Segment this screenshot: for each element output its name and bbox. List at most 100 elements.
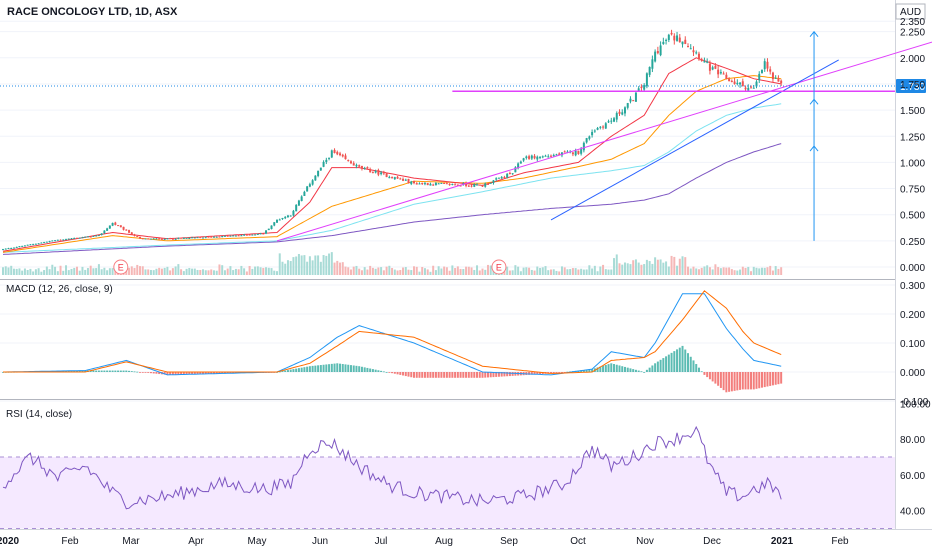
candle-body <box>149 238 152 240</box>
candle-body <box>59 239 62 241</box>
time-axis[interactable]: 2020 Feb Mar Apr May Jun Jul Aug Sep Oct Nov Dec 202… <box>0 536 849 547</box>
candle-body <box>637 88 640 92</box>
candle-body <box>560 152 563 156</box>
candle-body <box>23 245 26 247</box>
candle-body <box>739 82 742 85</box>
macd-histogram-bar <box>495 372 498 377</box>
currency-box[interactable]: AUD <box>895 3 926 20</box>
candle-body <box>281 217 284 220</box>
volume-bar <box>456 266 459 275</box>
candle-body <box>245 234 248 236</box>
candle-body <box>714 65 717 69</box>
volume-bar <box>207 270 210 275</box>
macd-histogram-bar <box>769 372 772 386</box>
candle-body <box>697 53 700 60</box>
macd-histogram-bar <box>744 372 747 390</box>
macd-histogram-bar <box>497 372 500 377</box>
candle-body <box>645 73 648 87</box>
volume-bar <box>196 269 199 275</box>
candle-body <box>717 69 720 75</box>
candle-body <box>330 150 333 158</box>
candle-body <box>528 156 531 159</box>
candle-body <box>256 233 259 235</box>
macd-histogram-bar <box>70 370 73 372</box>
macd-histogram-bar <box>421 372 424 378</box>
candle-body <box>681 41 684 45</box>
candle-body <box>207 236 210 238</box>
candle-body <box>451 184 454 186</box>
volume-bar <box>43 270 46 275</box>
candle-body <box>114 222 117 225</box>
candle-body <box>525 156 528 159</box>
candle-body <box>766 61 769 69</box>
volume-bar <box>144 269 147 275</box>
volume-bar <box>640 264 643 275</box>
candle-body <box>604 123 607 129</box>
macd-histogram-bar <box>229 372 232 374</box>
volume-bar <box>97 264 100 275</box>
macd-histogram-bar <box>188 372 191 375</box>
ema-short-line <box>2 57 782 252</box>
volume-bar <box>295 256 298 275</box>
volume-bar <box>300 255 303 275</box>
time-tick-label: Oct <box>570 536 586 547</box>
candle-body <box>128 230 131 233</box>
macd-histogram-bar <box>607 364 610 372</box>
volume-bar <box>711 269 714 275</box>
macd-histogram-bar <box>204 372 207 374</box>
candle-body <box>199 237 202 239</box>
candle-body <box>426 183 429 186</box>
macd-histogram-bar <box>454 372 457 378</box>
candle-body <box>163 239 166 241</box>
candle-body <box>421 182 424 185</box>
volume-bar <box>232 270 235 275</box>
candle-body <box>273 222 276 226</box>
volume-bar <box>588 265 591 275</box>
volume-bar <box>404 267 407 275</box>
volume-bar <box>607 269 610 275</box>
macd-histogram-bar <box>656 361 659 372</box>
volume-bar <box>54 266 57 275</box>
macd-histogram-bar <box>426 372 429 378</box>
macd-histogram-bar <box>297 368 300 372</box>
candle-body <box>262 233 265 235</box>
volume-bar <box>32 271 35 275</box>
macd-histogram-bar <box>336 363 339 372</box>
ema-mid-line <box>2 75 782 253</box>
volume-bar <box>577 269 580 275</box>
volume-bar <box>626 263 629 275</box>
candle-body <box>456 184 459 186</box>
candle-body <box>736 82 739 85</box>
volume-bar <box>180 269 183 275</box>
candle-body <box>248 234 251 236</box>
macd-histogram-bar <box>295 368 298 372</box>
candle-body <box>160 238 163 240</box>
macd-histogram-bar <box>317 365 320 372</box>
candle-body <box>662 41 665 45</box>
macd-histogram-bar <box>443 372 446 378</box>
macd-histogram-bar <box>533 372 536 375</box>
macd-histogram-bar <box>122 370 125 372</box>
volume-bar <box>571 268 574 275</box>
time-tick-label: 2021 <box>771 536 794 547</box>
volume-bar <box>585 269 588 275</box>
volume-bar <box>174 266 177 275</box>
volume-bar <box>81 266 84 275</box>
volume-bar <box>160 268 163 275</box>
candle-body <box>752 87 755 89</box>
candle-body <box>37 243 40 245</box>
candle-body <box>232 235 235 237</box>
volume-bar <box>506 266 509 275</box>
candle-body <box>495 178 498 180</box>
candle-body <box>349 161 352 164</box>
volume-bar <box>552 269 555 275</box>
macd-histogram-bar <box>125 370 128 372</box>
macd-histogram-bar <box>563 372 566 373</box>
volume-bar <box>719 268 722 275</box>
volume-bar <box>355 265 358 275</box>
macd-histogram-bar <box>697 367 700 372</box>
macd-histogram-bar <box>371 369 374 372</box>
volume-bar <box>670 255 673 275</box>
